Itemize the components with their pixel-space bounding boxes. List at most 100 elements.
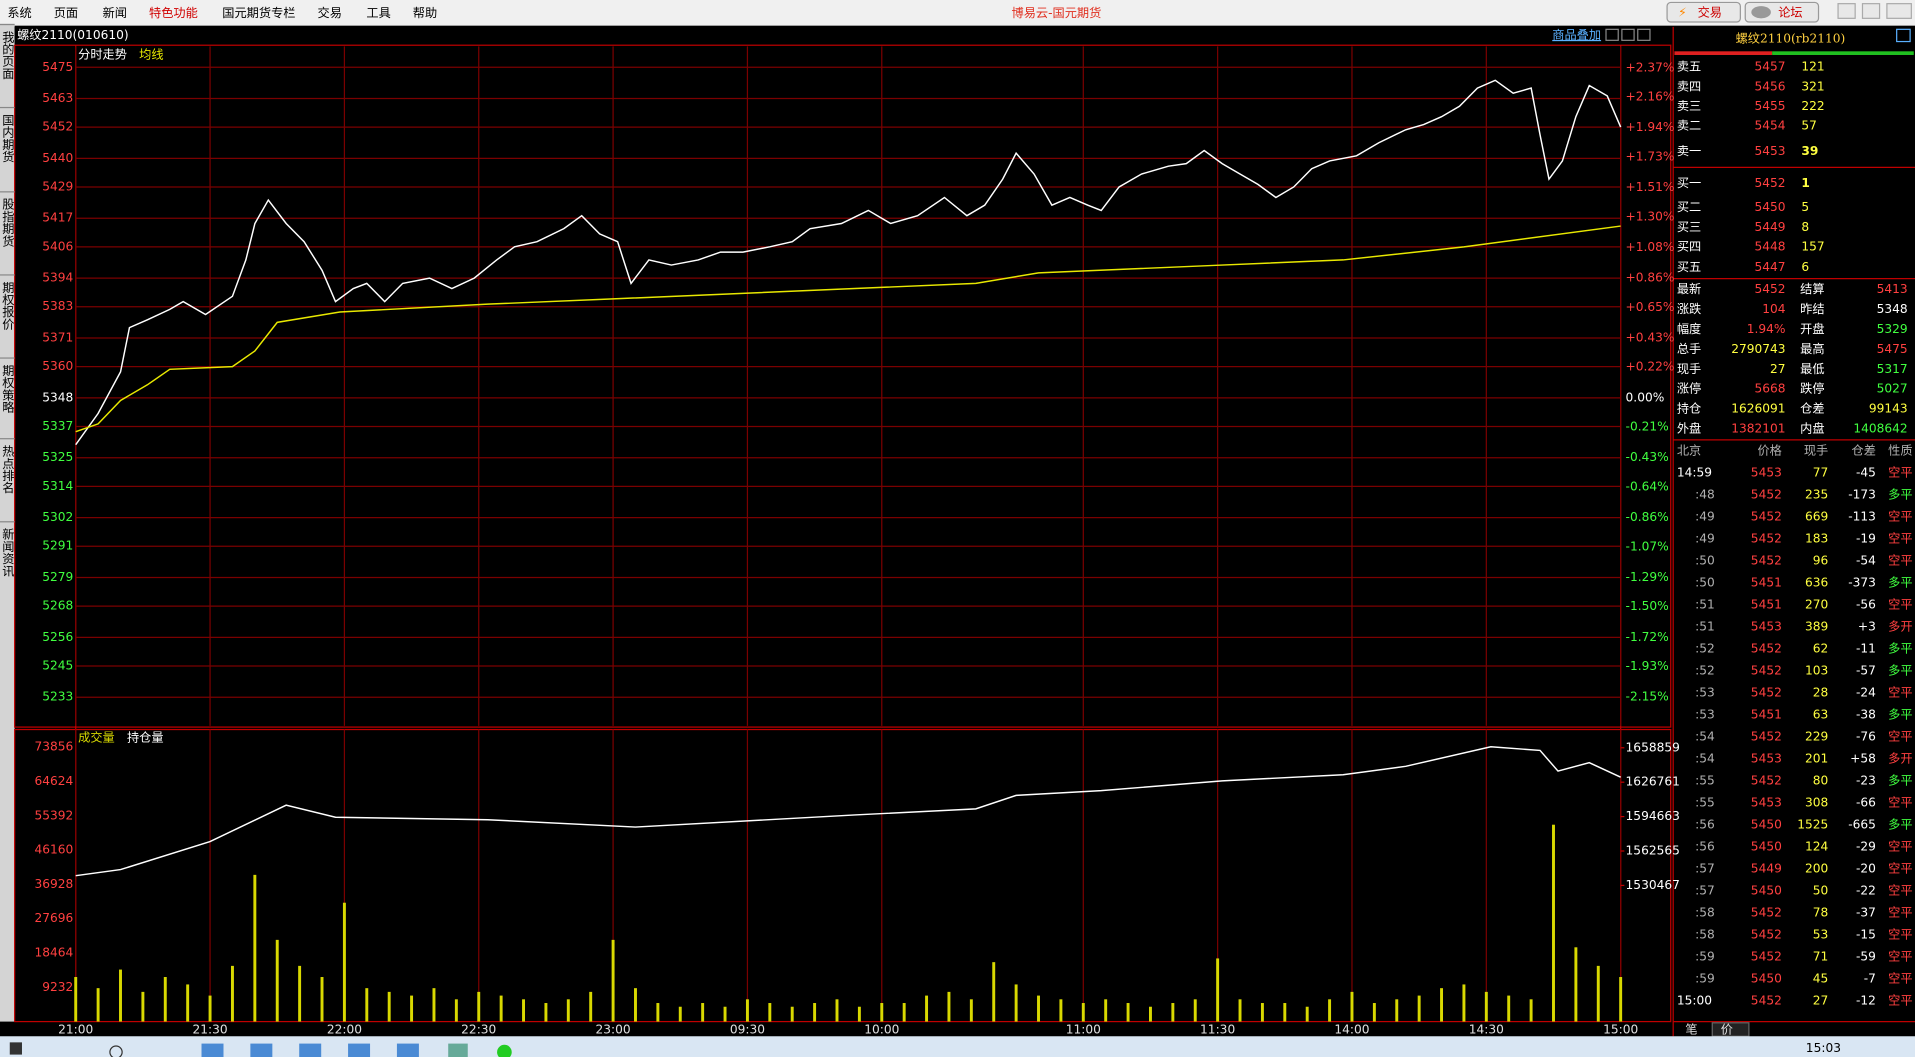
- volume-bar: [611, 939, 615, 1022]
- sidebar-tab[interactable]: 期权策略: [0, 364, 14, 414]
- y2-tick-label: -1.50%: [1626, 599, 1669, 613]
- trade-button[interactable]: [1666, 1, 1741, 23]
- tick-volume: 62: [1813, 641, 1829, 655]
- tick-volume: 669: [1805, 509, 1828, 523]
- tick-time: :53: [1695, 685, 1715, 699]
- toolbar-icon[interactable]: [1605, 28, 1619, 41]
- menu-item[interactable]: 交易: [318, 5, 342, 20]
- tick-time: 15:00: [1677, 993, 1712, 1007]
- y-tick-label: 5314: [42, 479, 73, 493]
- tick-oi-change: +3: [1858, 619, 1876, 633]
- tick-volume: 27: [1813, 993, 1829, 1007]
- volume-bar: [678, 1006, 682, 1022]
- sidebar-tab[interactable]: 新闻资讯: [0, 527, 14, 578]
- series-line: [75, 225, 1621, 433]
- volume-bar: [1529, 999, 1533, 1022]
- menu-item[interactable]: 工具: [366, 6, 390, 20]
- search-icon[interactable]: [109, 1045, 123, 1057]
- panel-tab[interactable]: 笔: [1685, 1022, 1697, 1037]
- minimize-button[interactable]: [1837, 3, 1856, 19]
- menu-item[interactable]: 新闻: [103, 5, 127, 20]
- book-volume: 157: [1801, 239, 1824, 253]
- tick-oi-change: -173: [1848, 487, 1876, 501]
- x-tick-label: 21:00: [58, 1023, 93, 1037]
- volume-bar: [298, 965, 302, 1022]
- book-price: 5456: [1754, 79, 1785, 93]
- sidebar-tab[interactable]: 期权报价: [0, 281, 14, 330]
- tick-oi-change: +58: [1850, 751, 1876, 765]
- stat-label: 外盘: [1677, 421, 1701, 436]
- sidebar-tab[interactable]: 国内期货: [0, 114, 14, 163]
- ticks-header: 价格: [1757, 442, 1781, 457]
- taskbar-app[interactable]: [497, 1044, 512, 1057]
- volume-bar: [387, 991, 391, 1022]
- toolbar-icon[interactable]: [1637, 28, 1651, 41]
- toolbar-icon[interactable]: [1621, 28, 1635, 41]
- menu-item[interactable]: 帮助: [413, 6, 437, 20]
- panel-tab[interactable]: 价: [1721, 1023, 1733, 1037]
- overlay-link[interactable]: 商品叠加: [1552, 27, 1601, 42]
- taskbar-app[interactable]: [348, 1043, 371, 1057]
- start-icon[interactable]: [9, 1042, 22, 1055]
- stat-value: 5329: [1877, 322, 1908, 336]
- clock: 15:03: [1806, 1041, 1841, 1055]
- y2-tick-label: +0.43%: [1626, 330, 1675, 344]
- menu-item[interactable]: 页面: [54, 6, 78, 20]
- tick-volume: 270: [1805, 597, 1828, 611]
- x-tick-label: 15:00: [1603, 1023, 1638, 1037]
- taskbar-app[interactable]: [250, 1043, 273, 1057]
- stat-label: 最高: [1800, 341, 1824, 356]
- y-tick-label: 5429: [42, 180, 73, 194]
- tick-type: 空平: [1888, 465, 1912, 479]
- y2-tick-label: 1530467: [1626, 878, 1680, 892]
- y2-tick-label: -0.43%: [1626, 450, 1669, 464]
- tick-volume: 235: [1805, 487, 1828, 501]
- tick-price: 5452: [1751, 949, 1782, 963]
- book-volume: 321: [1801, 79, 1824, 93]
- book-volume: 39: [1801, 144, 1818, 158]
- stat-value: 27: [1770, 362, 1786, 376]
- panel-toggle[interactable]: [1896, 28, 1911, 43]
- sidebar-tab[interactable]: 热点排名: [0, 445, 14, 494]
- volume-bar: [1440, 988, 1444, 1022]
- menu-item[interactable]: 国元期货专栏: [222, 5, 295, 20]
- maximize-button[interactable]: [1861, 3, 1881, 19]
- tick-oi-change: -24: [1856, 685, 1876, 699]
- y-tick-label: 5383: [42, 299, 73, 313]
- tick-price: 5452: [1751, 685, 1782, 699]
- menu-item[interactable]: 系统: [7, 6, 31, 20]
- y2-tick-label: +2.37%: [1626, 60, 1675, 74]
- x-tick-label: 14:00: [1334, 1023, 1369, 1037]
- forum-button-label[interactable]: 论坛: [1778, 5, 1802, 19]
- y2-tick-label: -0.21%: [1626, 420, 1669, 434]
- volume-bar: [768, 1003, 772, 1022]
- tick-type: 空平: [1888, 927, 1912, 941]
- book-price: 5457: [1754, 60, 1785, 74]
- sidebar-tab[interactable]: 我的页面: [0, 30, 14, 79]
- volume-bar: [947, 991, 951, 1022]
- tick-price: 5450: [1751, 839, 1782, 853]
- close-button[interactable]: [1886, 3, 1912, 19]
- volume-bar: [342, 902, 346, 1022]
- tick-time: :52: [1695, 663, 1715, 677]
- tick-time: :57: [1695, 883, 1715, 897]
- taskbar-app[interactable]: [201, 1043, 224, 1057]
- volume-bar: [544, 1003, 548, 1022]
- tick-time: :58: [1695, 905, 1715, 919]
- stat-value: 99143: [1869, 402, 1908, 416]
- tick-type: 多平: [1888, 575, 1912, 589]
- trade-button-label[interactable]: 交易: [1698, 4, 1722, 19]
- tick-price: 5452: [1751, 487, 1782, 501]
- book-label: 卖三: [1677, 99, 1701, 113]
- tick-oi-change: -22: [1856, 883, 1876, 897]
- taskbar-app[interactable]: [396, 1043, 419, 1057]
- taskbar-app[interactable]: [299, 1043, 322, 1057]
- volume-bar: [230, 965, 234, 1022]
- volume-bar: [1014, 984, 1018, 1022]
- inner-bar: [1772, 51, 1914, 55]
- tick-oi-change: -37: [1856, 905, 1876, 919]
- taskbar-app[interactable]: [448, 1043, 468, 1057]
- sidebar-tab[interactable]: 股指期货: [0, 198, 14, 248]
- menu-item[interactable]: 特色功能: [149, 5, 198, 20]
- tick-type: 空平: [1888, 509, 1912, 523]
